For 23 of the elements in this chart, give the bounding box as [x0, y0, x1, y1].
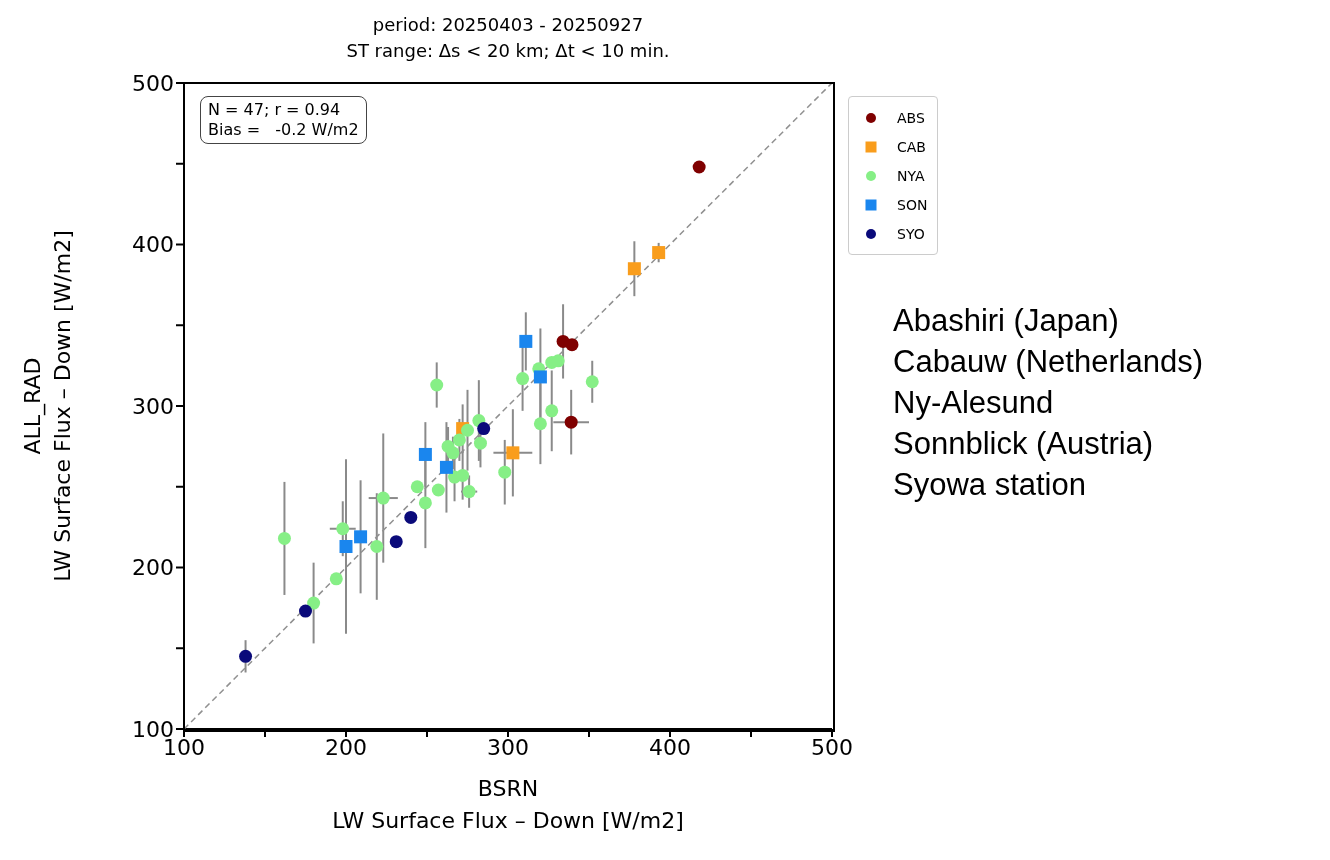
text: Abashiri (Japan)	[893, 302, 1120, 340]
legend-label: ABS	[897, 109, 925, 126]
x-tick-label: 200	[325, 734, 367, 760]
legend-label: SON	[897, 196, 928, 213]
text: Sonnblick (Austria)	[893, 425, 1155, 463]
chart-title: period: 20250403 - 20250927	[371, 13, 645, 37]
y-tick-label: 200	[132, 555, 174, 581]
chart-subtitle: ST range: Δs < 20 km; Δt < 10 min.	[345, 39, 671, 63]
annotation: N = 47; r = 0.94 Bias = -0.2 W/m2	[200, 96, 367, 144]
y-tick-label: 300	[132, 393, 174, 419]
x-tick-label: 400	[649, 734, 691, 760]
legend-label: SYO	[897, 225, 925, 242]
text: Ny-Alesund	[893, 384, 1055, 422]
x-tick-label: 500	[811, 734, 853, 760]
legend-label: CAB	[897, 138, 926, 155]
x-axis-title: BSRN LW Surface Flux – Down [W/m2]	[331, 775, 685, 835]
legend-label: NYA	[897, 167, 925, 184]
y-axis-title: ALL_RAD LW Surface Flux – Down [W/m2]	[19, 230, 76, 582]
x-tick-label: 300	[487, 734, 529, 760]
y-tick-label: 400	[132, 232, 174, 258]
y-tick-label: 500	[132, 70, 174, 96]
text: Cabauw (Netherlands)	[893, 343, 1204, 381]
text: Syowa station	[893, 466, 1087, 504]
